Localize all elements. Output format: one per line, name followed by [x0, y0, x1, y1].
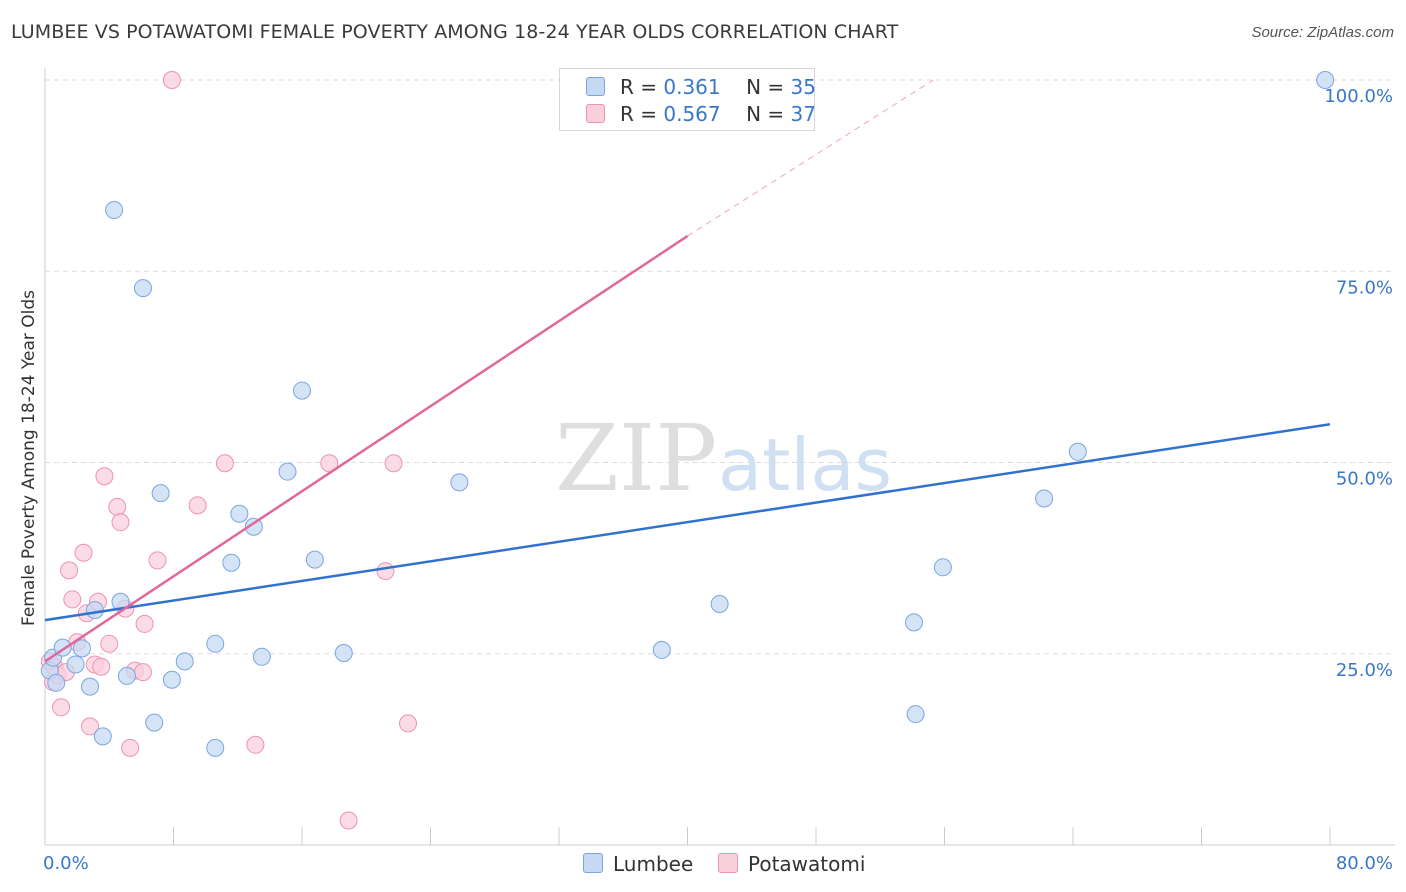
- potawatomi-point: [399, 714, 418, 733]
- lumbee-point: [1068, 442, 1087, 461]
- y-tick-label: 50.0%: [1336, 469, 1393, 490]
- lumbee-point: [933, 558, 952, 577]
- lumbee-point: [710, 595, 729, 614]
- potawatomi-point: [100, 634, 119, 653]
- lumbee-point: [151, 484, 170, 503]
- lumbee-point: [133, 279, 152, 298]
- lumbee-point: [305, 550, 324, 569]
- source-credit: Source: ZipAtlas.com: [1251, 24, 1394, 41]
- lumbee-point: [230, 504, 249, 523]
- watermark-zip: ZIP: [555, 405, 717, 512]
- lumbee-point: [206, 738, 225, 757]
- lumbee-point: [293, 381, 311, 400]
- y-tick-label: 75.0%: [1336, 277, 1393, 298]
- potawatomi-point: [74, 543, 93, 562]
- legend-r-value: 0.361: [663, 75, 721, 99]
- lumbee-point: [85, 601, 104, 620]
- lumbee-point: [222, 553, 241, 572]
- lumbee-point: [906, 705, 925, 724]
- lumbee-point: [1035, 489, 1054, 508]
- lumbee-point: [47, 673, 66, 692]
- legend-n-label: N =: [746, 102, 785, 126]
- potawatomi-point: [111, 513, 130, 532]
- bottom-legend-label: Lumbee: [613, 852, 694, 876]
- x-tick-label: 0.0%: [43, 853, 89, 874]
- lumbee-point: [278, 462, 297, 481]
- lumbee-point: [652, 640, 671, 659]
- potawatomi-point: [95, 467, 114, 486]
- legend-n-value: 35: [790, 75, 816, 99]
- lumbee-point: [162, 670, 181, 689]
- potawatomi-point: [215, 454, 234, 473]
- potawatomi-point: [60, 561, 79, 580]
- potawatomi-point: [92, 657, 111, 676]
- potawatomi-point: [162, 71, 181, 89]
- legend-n-value: 37: [790, 102, 816, 126]
- lumbee-point: [252, 647, 271, 666]
- y-tick-label: 25.0%: [1336, 660, 1393, 681]
- potawatomi-point: [376, 562, 395, 581]
- x-tick-label: 80.0%: [1336, 853, 1393, 874]
- lumbee-point: [175, 652, 194, 671]
- potawatomi-point: [188, 496, 207, 515]
- lumbee-point: [66, 655, 85, 674]
- correlation-legend: R = 0.361 N = 35 R = 0.567 N = 37: [559, 68, 816, 131]
- legend-r-label: R =: [620, 102, 658, 126]
- potawatomi-trend-extension: [687, 79, 934, 237]
- potawatomi-swatch: [586, 104, 605, 123]
- y-tick-label: 100.0%: [1324, 86, 1393, 107]
- lumbee-swatch: [583, 853, 603, 873]
- lumbee-point: [244, 517, 263, 536]
- lumbee-point: [105, 201, 124, 220]
- potawatomi-point: [63, 590, 82, 609]
- lumbee-point: [904, 613, 923, 632]
- lumbee-point: [80, 677, 99, 696]
- lumbee-point: [206, 634, 225, 653]
- legend-r-value: 0.567: [663, 102, 721, 126]
- lumbee-point: [1316, 71, 1335, 89]
- bottom-legend-label: Potawatomi: [748, 852, 866, 876]
- potawatomi-point: [52, 698, 71, 717]
- potawatomi-point: [121, 738, 140, 757]
- legend-r-label: R =: [620, 75, 658, 99]
- potawatomi-point: [133, 663, 152, 682]
- potawatomi-point: [148, 551, 167, 570]
- potawatomi-point: [384, 454, 403, 473]
- lumbee-point: [117, 666, 136, 685]
- lumbee-point: [450, 473, 469, 492]
- chart-title: LUMBEE VS POTAWATOMI FEMALE POVERTY AMON…: [11, 21, 899, 43]
- y-axis-title: Female Poverty Among 18-24 Year Olds: [19, 290, 39, 626]
- legend-n-label: N =: [746, 75, 785, 99]
- lumbee-point: [334, 643, 353, 662]
- potawatomi-point: [135, 614, 154, 633]
- lumbee-point: [72, 639, 91, 658]
- potawatomi-point: [339, 811, 358, 830]
- lumbee-trend-line: [44, 423, 1331, 622]
- watermark-atlas: atlas: [718, 423, 892, 507]
- potawatomi-swatch: [718, 853, 738, 873]
- lumbee-point: [145, 713, 164, 732]
- potawatomi-point: [108, 497, 127, 516]
- lumbee-swatch: [586, 77, 605, 96]
- lumbee-point: [93, 727, 112, 746]
- potawatomi-trend-line: [44, 235, 689, 663]
- potawatomi-point: [246, 735, 265, 754]
- potawatomi-point: [80, 717, 99, 736]
